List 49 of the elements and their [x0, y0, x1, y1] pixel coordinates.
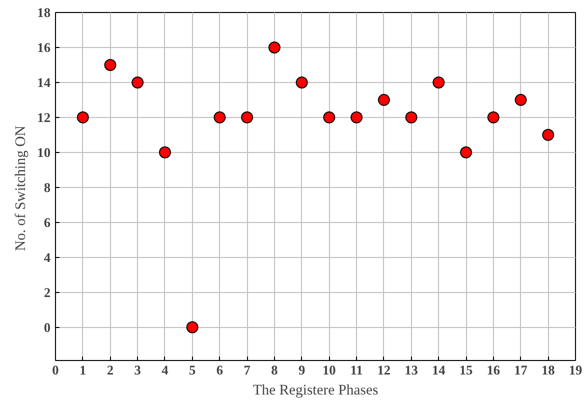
x-tick-label: 16	[486, 362, 500, 378]
x-tick-label: 7	[244, 362, 251, 378]
point	[76, 111, 89, 124]
x-tick-label: 9	[298, 362, 306, 378]
x-tick-label: 15	[459, 362, 474, 378]
point	[542, 128, 554, 141]
x-tick-label: 13	[404, 362, 418, 378]
x-tick-label: 6	[216, 362, 224, 378]
y-tick-label: 10	[37, 144, 51, 160]
point	[241, 111, 254, 124]
point	[158, 146, 171, 158]
y-tick-label: 8	[44, 180, 51, 195]
point	[378, 94, 390, 106]
x-tick-label: 3	[134, 362, 142, 378]
x-tick-label: 10	[322, 362, 336, 378]
x-tick-label: 17	[514, 362, 528, 378]
y-tick-label: 16	[37, 40, 51, 55]
x-tick-label: 1	[80, 362, 86, 378]
x-tick-label: 14	[432, 362, 446, 378]
point	[460, 146, 472, 158]
point	[350, 111, 363, 124]
y-tick-label: 2	[44, 284, 51, 300]
point	[214, 111, 226, 124]
point	[132, 76, 144, 88]
point	[405, 111, 418, 124]
x-tick-label: 8	[271, 362, 278, 378]
point	[514, 94, 527, 106]
point	[104, 58, 116, 71]
y-tick-label: 18	[37, 5, 51, 20]
x-tick-label: 4	[162, 362, 169, 378]
y-tick-label: 6	[44, 214, 51, 230]
x-tick-label: 11	[350, 362, 363, 378]
point	[432, 76, 445, 88]
y-tick-label: 12	[37, 110, 51, 125]
point	[268, 41, 280, 54]
x-tick-label: 18	[541, 362, 556, 378]
x-tick-label: 19	[568, 362, 582, 378]
point	[323, 111, 336, 124]
x-tick-label: 12	[377, 362, 391, 378]
y-tick-label: 0	[44, 320, 51, 335]
y-tick-label: 4	[44, 250, 51, 265]
x-axis-title: The Registere Phases	[252, 382, 378, 398]
y-tick-label: 14	[37, 74, 51, 90]
y-axis-title: No. of Switching ON	[13, 125, 30, 252]
x-tick-label: 2	[106, 362, 114, 378]
x-tick-label: 5	[189, 362, 196, 378]
point	[186, 321, 198, 334]
point	[487, 111, 500, 124]
point	[296, 76, 308, 88]
